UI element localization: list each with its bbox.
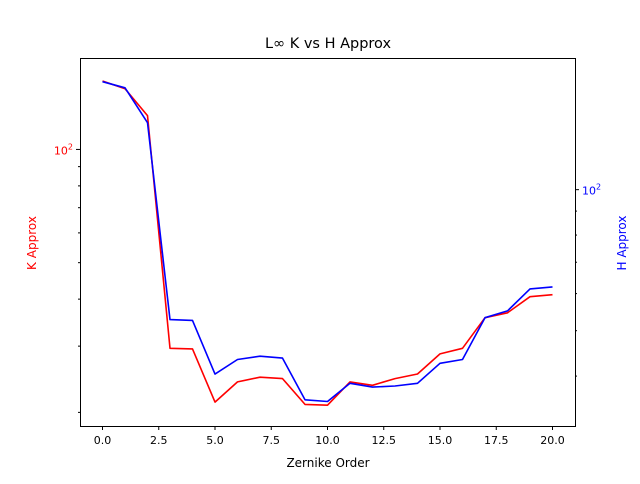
- x-tick-label: 15.0: [428, 434, 453, 447]
- x-tick-label: 20.0: [540, 434, 565, 447]
- x-tick-label: 7.5: [263, 434, 281, 447]
- x-tick-label: 10.0: [315, 434, 340, 447]
- x-tick-label: 2.5: [150, 434, 168, 447]
- x-axis-label: Zernike Order: [286, 456, 369, 470]
- x-tick-label: 17.5: [484, 434, 509, 447]
- chart-title: L∞ K vs H Approx: [265, 36, 392, 52]
- x-tick-label: 12.5: [372, 434, 397, 447]
- h-approx-line: [102, 80, 553, 403]
- k-approx-line: [102, 80, 553, 407]
- x-axis: 0.0 2.5 5.0 7.5 10.0 12.5 15.0 17.5 20.0: [94, 426, 565, 447]
- right-y-tick-label: 102: [582, 183, 601, 198]
- right-y-axis-label: H Approx: [615, 215, 629, 270]
- series-layer: [102, 80, 553, 407]
- left-y-tick-label: 102: [54, 142, 73, 157]
- left-y-axis-label: K Approx: [25, 216, 39, 270]
- right-y-axis: 102: [575, 183, 601, 377]
- left-y-axis: 102: [54, 142, 80, 413]
- x-tick-label: 5.0: [206, 434, 224, 447]
- x-tick-label: 0.0: [94, 434, 112, 447]
